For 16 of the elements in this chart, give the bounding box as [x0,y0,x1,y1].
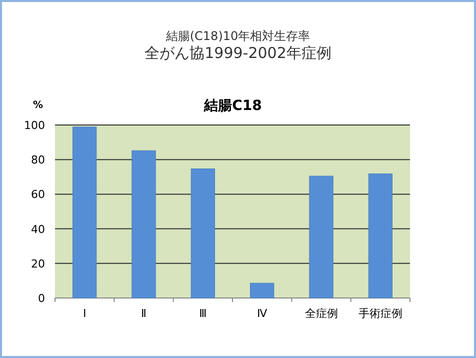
y-tick-label: 60 [31,188,45,202]
y-tick-label: 40 [31,222,45,236]
y-tick-label: 20 [31,257,45,270]
chart-title: 結腸(C18)10年相対生存率 [164,29,310,43]
x-tick-label: Ⅱ [141,307,146,320]
y-axis-title: % [32,100,44,111]
y-tick-label: 100 [24,119,45,132]
x-tick-label: 全症例 [304,307,338,320]
x-tick-label: Ⅲ [199,307,207,320]
y-tick-label: 0 [38,292,45,305]
x-tick-label: Ⅰ [82,307,86,320]
chart-subtitle: 全がん協1999-2002年症例 [144,44,332,62]
x-tick-label: Ⅳ [257,307,268,320]
x-tick-label: 手術症例 [358,307,402,320]
y-tick-label: 80 [31,154,45,167]
text: 結腸C18 [203,98,262,114]
